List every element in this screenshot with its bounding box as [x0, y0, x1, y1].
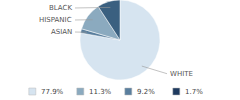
svg-text:11.3%: 11.3%	[89, 88, 112, 96]
svg-text:1.7%: 1.7%	[185, 88, 203, 96]
svg-text:ASIAN: ASIAN	[51, 28, 72, 36]
svg-text:BLACK: BLACK	[49, 4, 72, 12]
svg-text:HISPANIC: HISPANIC	[39, 16, 72, 24]
svg-text:77.9%: 77.9%	[41, 88, 64, 96]
svg-text:9.2%: 9.2%	[137, 88, 155, 96]
svg-text:WHITE: WHITE	[170, 70, 193, 78]
